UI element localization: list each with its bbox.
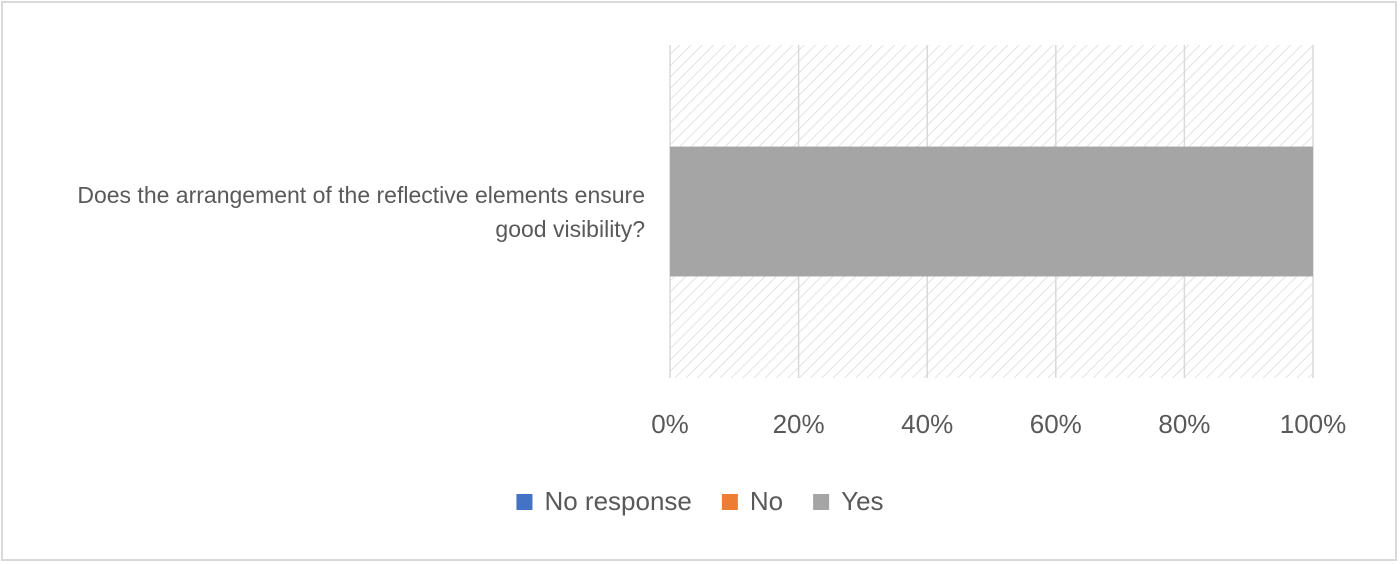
y-tick-label: Does the arrangement of the reflective e…	[77, 181, 645, 242]
legend-swatch	[516, 494, 533, 510]
legend-label: No response	[544, 486, 691, 516]
x-tick-label: 100%	[1280, 409, 1347, 439]
bar-segment	[670, 146, 1313, 277]
legend-label: No	[750, 486, 783, 516]
legend-swatch	[721, 494, 738, 510]
x-tick-label: 20%	[773, 409, 825, 439]
legend-swatch	[813, 494, 830, 510]
x-tick-label: 60%	[1030, 409, 1082, 439]
x-tick-label: 80%	[1158, 409, 1210, 439]
x-tick-label: 0%	[651, 409, 689, 439]
x-tick-label: 40%	[901, 409, 953, 439]
legend-label: Yes	[841, 486, 883, 516]
